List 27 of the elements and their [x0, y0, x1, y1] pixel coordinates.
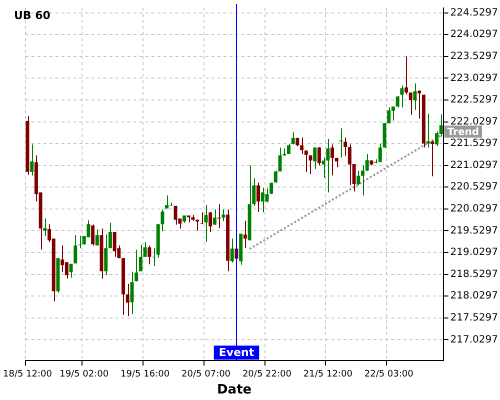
- x-tick-label: 20/5 07:00: [182, 369, 231, 380]
- x-tick-label: 20/5 22:00: [242, 369, 292, 380]
- series-label: Trend: [447, 126, 480, 138]
- x-axis-title: Date: [217, 382, 252, 398]
- y-tick-label: 222.5297: [450, 94, 498, 106]
- annotation: Event: [218, 346, 254, 359]
- y-tick-label: 221.0297: [450, 160, 498, 171]
- y-tick-label: 223.5297: [450, 50, 498, 62]
- x-tick-label: 19/5 16:00: [120, 369, 170, 380]
- x-tick-label: 21/5 12:00: [303, 369, 353, 380]
- x-tick-label: 22/5 03:00: [364, 369, 414, 380]
- y-tick-label: 220.0297: [450, 204, 498, 215]
- y-tick-label: 217.0297: [450, 334, 498, 346]
- y-tick-label: 219.5297: [450, 225, 498, 236]
- x-tick-label: 19/5 02:00: [60, 369, 109, 380]
- chart-title: UB 60: [14, 9, 50, 22]
- y-tick-label: 220.5297: [450, 182, 498, 193]
- y-tick-label: 217.5297: [450, 312, 498, 324]
- y-tick-label: 218.0297: [450, 290, 498, 302]
- y-tick-label: 224.0297: [450, 29, 498, 40]
- y-tick-label: 218.5297: [450, 268, 498, 280]
- y-tick-label: 219.0297: [450, 247, 498, 258]
- x-tick-label: 18/5 12:00: [2, 369, 52, 380]
- y-tick-label: 224.5297: [450, 7, 498, 18]
- y-tick-label: 222.0297: [450, 116, 498, 128]
- y-tick-label: 223.0297: [450, 72, 498, 84]
- y-tick-label: 221.5297: [450, 138, 498, 150]
